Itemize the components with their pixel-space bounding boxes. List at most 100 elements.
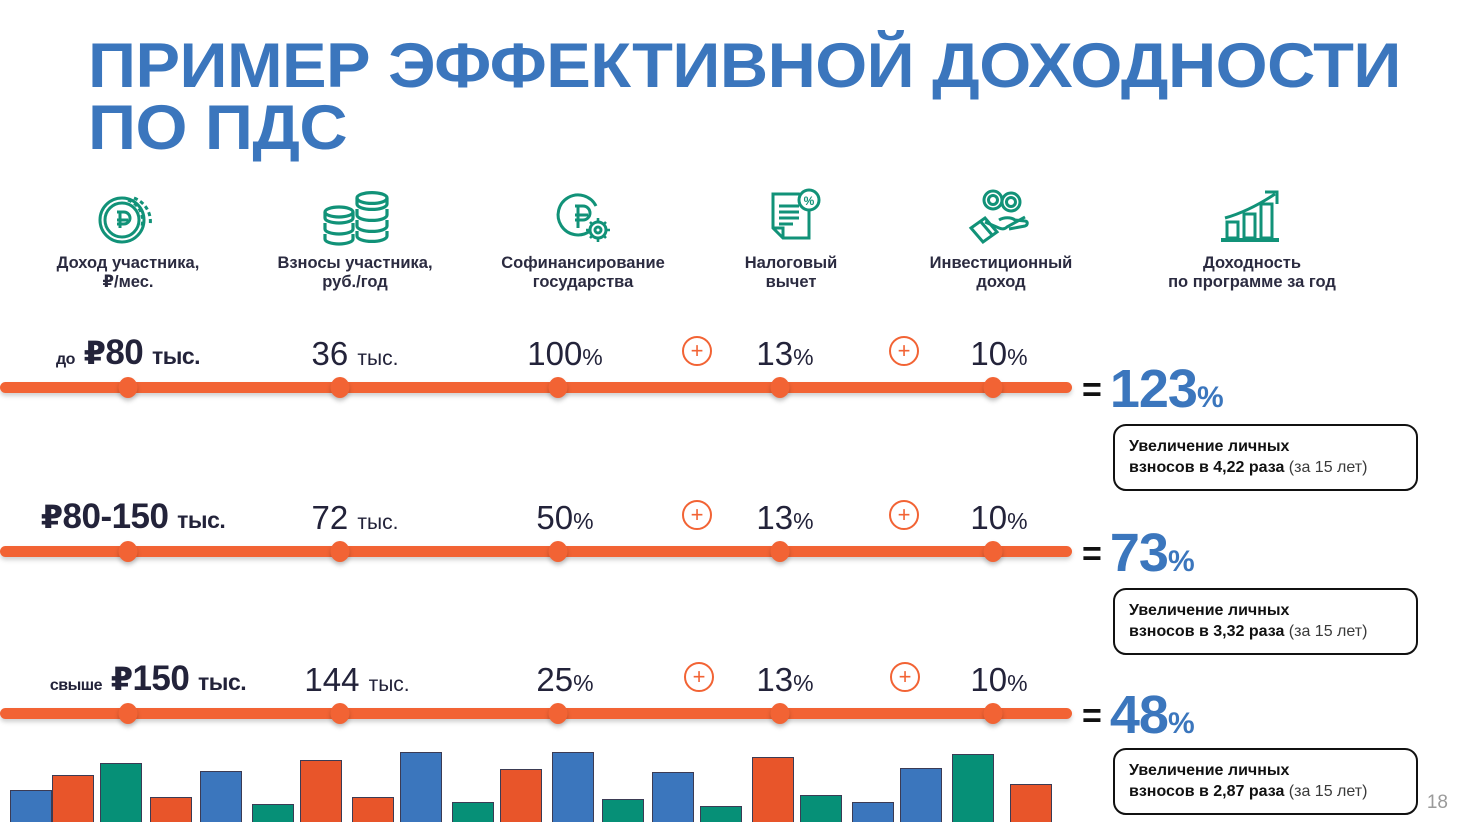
- document-percent-icon: %: [710, 186, 872, 248]
- decorative-bar: [52, 775, 94, 822]
- row-1-result: = 123%: [1082, 358, 1224, 420]
- decorative-bar: [700, 806, 742, 822]
- growth-chart-icon: [1128, 186, 1376, 248]
- column-header-cofinancing: Софинансирование государства: [470, 186, 696, 292]
- column-header-program-yield-label: Доходность по программе за год: [1168, 254, 1336, 292]
- row-3-values: свыше ₽150 тыс. 144 тыс. 25% + 13% + 10%: [0, 644, 1462, 696]
- callout-box-2: Увеличение личных взносов в 3,32 раза (з…: [1113, 588, 1418, 656]
- decorative-bar: [1010, 784, 1052, 822]
- row-3-result: = 48%: [1082, 684, 1195, 746]
- row-2-dot-5: [983, 541, 1003, 562]
- decorative-bar: [452, 802, 494, 822]
- page-number: 18: [1426, 792, 1448, 813]
- decorative-bar: [852, 802, 894, 822]
- callout-box-1: Увеличение личных взносов в 4,22 раза (з…: [1113, 424, 1418, 492]
- row-3-dot-2: [330, 703, 350, 724]
- row-1-result-value: 123: [1109, 359, 1198, 419]
- row-3-orange-line: [0, 708, 1072, 719]
- row-3-result-percent: %: [1167, 707, 1195, 740]
- row-2-orange-line: [0, 546, 1072, 557]
- row-2-result-value: 73: [1109, 523, 1169, 583]
- decorative-bar: [200, 771, 242, 822]
- decorative-bar: [800, 795, 842, 822]
- data-row-3: свыше ₽150 тыс. 144 тыс. 25% + 13% + 10%: [0, 644, 1462, 745]
- row-3-tax-deduction-value: 13%: [756, 661, 814, 698]
- callout-3-line1: Увеличение личных: [1129, 762, 1290, 779]
- row-3-dot-1: [118, 703, 138, 724]
- row-1-investment-value: 10%: [970, 335, 1028, 372]
- svg-text:%: %: [804, 194, 815, 208]
- row-3-investment-value: 10%: [970, 661, 1028, 698]
- coins-ruble-icon: [28, 186, 228, 248]
- coin-stacks-icon: [250, 186, 460, 248]
- row-1-connector: = 123%: [0, 359, 1462, 419]
- row-3-dot-5: [983, 703, 1003, 724]
- callout-2-bold: взносов в 3,32 раза: [1129, 623, 1285, 641]
- decorative-bar: [652, 772, 694, 822]
- row-2-values: ₽80-150 тыс. 72 тыс. 50% + 13% + 10%: [0, 482, 1462, 534]
- row-2-dot-3: [548, 541, 568, 562]
- column-header-investment-income-label: Инвестиционный доход: [929, 254, 1073, 292]
- callout-2-muted: (за 15 лет): [1284, 623, 1368, 641]
- callout-1-muted: (за 15 лет): [1284, 459, 1368, 477]
- plus-icon-1b: +: [889, 336, 919, 366]
- column-header-cofinancing-label: Софинансирование государства: [501, 254, 665, 292]
- row-2-result-percent: %: [1167, 545, 1195, 578]
- callout-3-bold: взносов в 2,87 раза: [1129, 783, 1285, 801]
- plus-icon-2b: +: [889, 500, 919, 530]
- row-1-contribution-value: 36 тыс.: [311, 335, 399, 372]
- row-1-income-value: до ₽80 тыс.: [55, 333, 201, 372]
- column-header-income: Доход участника, ₽/мес.: [28, 186, 228, 292]
- decorative-bar-chart: [0, 752, 1110, 822]
- plus-icon-3b: +: [890, 662, 920, 692]
- row-2-connector: = 73%: [0, 523, 1462, 583]
- row-2-dot-1: [118, 541, 138, 562]
- decorative-bar: [602, 799, 644, 822]
- row-3-cofinancing-value: 25%: [536, 661, 594, 698]
- row-2-investment-value: 10%: [970, 499, 1028, 536]
- decorative-bar: [150, 797, 192, 822]
- page-title: ПРИМЕР ЭФФЕКТИВНОЙ ДОХОДНОСТИ ПО ПДС: [88, 31, 1401, 163]
- decorative-bar: [952, 754, 994, 822]
- decorative-bar: [900, 768, 942, 822]
- row-1-cofinancing-value: 100%: [527, 335, 603, 372]
- decorative-bar: [352, 797, 394, 822]
- decorative-bar: [300, 760, 342, 822]
- row-2-dot-4: [770, 541, 790, 562]
- row-2-contribution-value: 72 тыс.: [311, 499, 399, 536]
- row-1-tax-deduction-value: 13%: [756, 335, 814, 372]
- column-header-investment-income: Инвестиционный доход: [895, 186, 1107, 292]
- row-3-contribution-value: 144 тыс.: [304, 661, 410, 698]
- row-2-equals-sign: =: [1082, 535, 1102, 573]
- row-2-income-value: ₽80-150 тыс.: [40, 497, 226, 536]
- row-3-dot-3: [548, 703, 568, 724]
- decorative-bar: [10, 790, 52, 822]
- plus-icon-2a: +: [682, 500, 712, 530]
- row-3-dot-4: [770, 703, 790, 724]
- decorative-bar: [100, 763, 142, 822]
- column-header-tax-deduction-label: Налоговый вычет: [744, 254, 838, 292]
- callout-1-line1: Увеличение личных: [1129, 438, 1290, 455]
- row-3-equals-sign: =: [1082, 697, 1102, 735]
- callout-2-line2: взносов в 3,32 раза (за 15 лет): [1129, 621, 1404, 642]
- row-1-dot-3: [548, 377, 568, 398]
- plus-icon-3a: +: [684, 662, 714, 692]
- row-1-dot-1: [118, 377, 138, 398]
- callout-3-muted: (за 15 лет): [1284, 783, 1368, 801]
- decorative-bar: [552, 752, 594, 822]
- callout-box-3: Увеличение личных взносов в 2,87 раза (з…: [1113, 748, 1418, 816]
- row-1-dot-4: [770, 377, 790, 398]
- callout-2-line1: Увеличение личных: [1129, 602, 1290, 619]
- callout-1-line2: взносов в 4,22 раза (за 15 лет): [1129, 457, 1404, 478]
- callout-3-line2: взносов в 2,87 раза (за 15 лет): [1129, 781, 1404, 802]
- column-header-tax-deduction: % Налоговый вычет: [710, 186, 872, 292]
- row-1-values: до ₽80 тыс. 36 тыс. 100% + 13% + 10%: [0, 318, 1462, 370]
- row-1-result-percent: %: [1196, 381, 1224, 414]
- decorative-bar: [252, 804, 294, 822]
- row-2-result: = 73%: [1082, 522, 1195, 584]
- row-3-connector: = 48%: [0, 685, 1462, 745]
- column-header-contributions-label: Взносы участника, руб./год: [277, 254, 433, 292]
- row-3-income-value: свыше ₽150 тыс.: [49, 659, 247, 698]
- row-2-cofinancing-value: 50%: [536, 499, 594, 536]
